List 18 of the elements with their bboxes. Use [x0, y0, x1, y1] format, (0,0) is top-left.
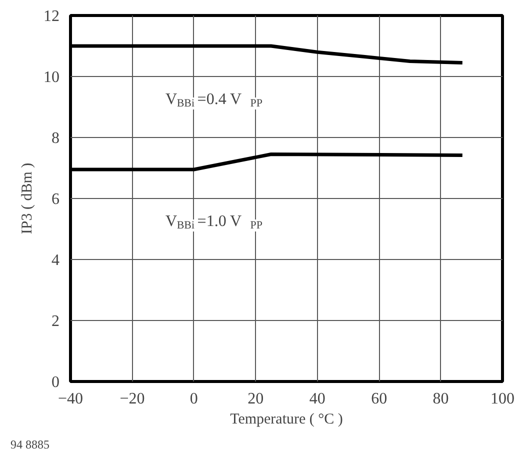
x-tick-label: 80 [432, 390, 449, 408]
x-tick-label: 60 [371, 390, 388, 408]
text: 94 8885 [10, 438, 50, 452]
y-tick-label: 2 [52, 313, 60, 330]
y-axis-title: IP3 ( dBm ) [20, 162, 36, 234]
y-tick-label: 10 [44, 69, 60, 86]
x-tick-label: 100 [490, 390, 514, 408]
x-tick-label: 0 [190, 390, 198, 408]
x-tick-label: −40 [58, 390, 84, 408]
y-tick-label: 6 [52, 191, 60, 208]
y-tick-label: 8 [52, 130, 60, 147]
x-tick-label: 40 [309, 390, 326, 408]
x-axis-title: Temperature ( °C ) [230, 412, 343, 428]
x-tick-label: −20 [120, 390, 145, 408]
y-tick-label: 4 [52, 252, 60, 269]
y-tick-label: 12 [44, 8, 60, 25]
x-tick-label: 20 [248, 390, 264, 408]
y-tick-label: 0 [52, 374, 60, 391]
